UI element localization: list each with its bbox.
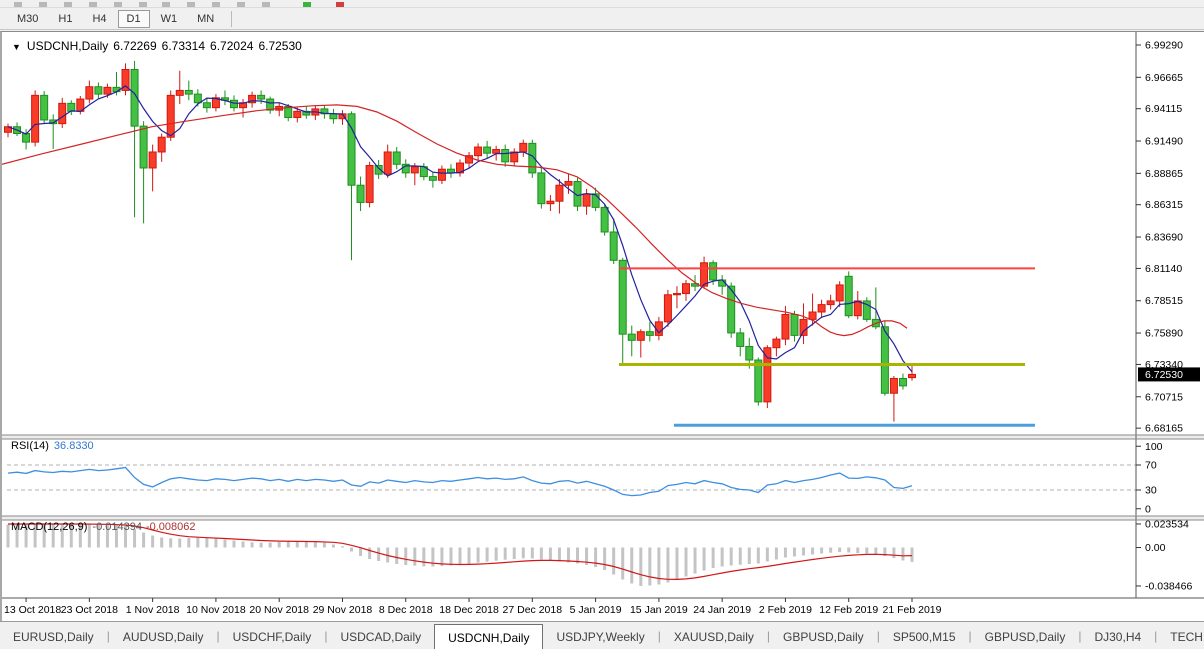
timeframe-button-m30[interactable]: M30 bbox=[17, 12, 39, 25]
macd-indicator-label: MACD(12,26,9) -0.014394 -0.008062 bbox=[11, 521, 196, 533]
rsi-value: 36.8330 bbox=[53, 440, 94, 452]
chart-title: ▼ USDCNH,Daily 6.72269 6.73314 6.72024 6.7253… bbox=[12, 39, 307, 53]
title-symbol: USDCNH,Daily bbox=[26, 39, 109, 53]
macd-signal-line bbox=[8, 523, 913, 581]
svg-text:6.91490: 6.91490 bbox=[1145, 136, 1183, 148]
timeframe-button-d1[interactable]: D1 bbox=[117, 9, 150, 28]
timeframe-button-h1[interactable]: H1 bbox=[58, 12, 73, 25]
macd-name: MACD(12,26,9) bbox=[11, 521, 88, 533]
chart-tab-eurusd-daily[interactable]: EURUSD,Daily bbox=[13, 630, 94, 644]
svg-text:13 Oct 2018: 13 Oct 2018 bbox=[4, 604, 61, 616]
svg-text:10 Nov 2018: 10 Nov 2018 bbox=[186, 604, 246, 616]
title-open: 6.72269 bbox=[113, 39, 157, 53]
toolbar-divider bbox=[231, 10, 233, 27]
svg-text:27 Dec 2018: 27 Dec 2018 bbox=[503, 604, 563, 616]
timeframe-button-mn[interactable]: MN bbox=[197, 12, 215, 25]
svg-text:6.83690: 6.83690 bbox=[1145, 232, 1183, 244]
svg-text:15 Jan 2019: 15 Jan 2019 bbox=[630, 604, 688, 616]
tab-divider: | bbox=[1154, 629, 1158, 643]
chart-tab-usdchf-daily[interactable]: USDCHF,Daily bbox=[232, 630, 312, 644]
tab-divider: | bbox=[1078, 629, 1082, 643]
chart-tab-usdcnh-daily[interactable]: USDCNH,Daily bbox=[434, 624, 544, 649]
svg-text:6.99290: 6.99290 bbox=[1145, 40, 1183, 52]
macd-signal-value: -0.008062 bbox=[145, 521, 196, 533]
timeframe-button-w1[interactable]: W1 bbox=[160, 12, 178, 25]
chart-tab-xauusd-daily[interactable]: XAUUSD,Daily bbox=[673, 630, 754, 644]
chart-tab-dj30-h4[interactable]: DJ30,H4 bbox=[1094, 630, 1142, 644]
svg-text:0.00: 0.00 bbox=[1145, 542, 1166, 554]
timeframe-toolbar: M30 H1 H4 D1 W1 MN bbox=[0, 8, 1204, 30]
ma-slow-line bbox=[2, 104, 908, 337]
tab-divider: | bbox=[324, 629, 328, 643]
svg-text:-0.038466: -0.038466 bbox=[1145, 580, 1192, 592]
tab-divider: | bbox=[968, 629, 972, 643]
tab-divider: | bbox=[216, 629, 220, 643]
candlestick-series bbox=[4, 60, 916, 422]
cut-off-toolbar-icons bbox=[0, 0, 1204, 8]
svg-text:6.94115: 6.94115 bbox=[1145, 103, 1182, 115]
chart-tab-usdcad-daily[interactable]: USDCAD,Daily bbox=[340, 630, 422, 644]
chart-tab-gbpusd-daily[interactable]: GBPUSD,Daily bbox=[984, 630, 1066, 644]
svg-text:24 Jan 2019: 24 Jan 2019 bbox=[693, 604, 751, 616]
current-price-tag bbox=[1138, 367, 1200, 382]
svg-text:6.96665: 6.96665 bbox=[1145, 72, 1183, 84]
svg-text:20 Nov 2018: 20 Nov 2018 bbox=[249, 604, 309, 616]
macd-histogram bbox=[6, 524, 914, 586]
svg-text:1 Nov 2018: 1 Nov 2018 bbox=[126, 604, 180, 616]
chart-canvas[interactable]: 6.99290 6.96665 6.94115 6.91490 6.88865 6.863… bbox=[2, 32, 1204, 621]
svg-text:18 Dec 2018: 18 Dec 2018 bbox=[439, 604, 499, 616]
rsi-line bbox=[7, 466, 913, 497]
svg-text:6.78515: 6.78515 bbox=[1145, 295, 1183, 307]
svg-text:2 Feb 2019: 2 Feb 2019 bbox=[759, 604, 812, 616]
svg-text:6.70715: 6.70715 bbox=[1145, 391, 1183, 403]
rsi-indicator-label: RSI(14) 36.8330 bbox=[11, 440, 94, 452]
chart-window[interactable]: 6.99290 6.96665 6.94115 6.91490 6.88865 6.863… bbox=[0, 31, 1204, 621]
chart-tab-gbpusd-daily[interactable]: GBPUSD,Daily bbox=[783, 630, 864, 644]
svg-text:21 Feb 2019: 21 Feb 2019 bbox=[883, 604, 942, 616]
time-axis[interactable]: 13 Oct 2018 23 Oct 2018 1 Nov 2018 10 Nov 2… bbox=[4, 598, 942, 616]
svg-text:0: 0 bbox=[1145, 503, 1151, 515]
tab-divider: | bbox=[106, 629, 110, 643]
macd-main-value: -0.014394 bbox=[92, 521, 142, 533]
title-high: 6.73314 bbox=[161, 39, 206, 53]
svg-text:70: 70 bbox=[1145, 460, 1157, 472]
title-close: 6.72530 bbox=[258, 39, 302, 53]
svg-text:6.68165: 6.68165 bbox=[1145, 423, 1183, 435]
price-axis[interactable]: 6.99290 6.96665 6.94115 6.91490 6.88865 6.863… bbox=[1136, 40, 1192, 593]
current-price-value: 6.72530 bbox=[1145, 369, 1183, 381]
svg-text:29 Nov 2018: 29 Nov 2018 bbox=[313, 604, 373, 616]
svg-text:12 Feb 2019: 12 Feb 2019 bbox=[819, 604, 878, 616]
chart-tab-sp500-m15[interactable]: SP500,M15 bbox=[892, 630, 956, 644]
svg-text:100: 100 bbox=[1145, 441, 1163, 453]
tab-divider: | bbox=[876, 629, 880, 643]
svg-text:6.88865: 6.88865 bbox=[1145, 168, 1183, 180]
symbol-dropdown-icon[interactable]: ▼ bbox=[12, 42, 21, 52]
tab-divider: | bbox=[766, 629, 770, 643]
svg-text:30: 30 bbox=[1145, 485, 1157, 497]
svg-text:0.023534: 0.023534 bbox=[1145, 518, 1189, 530]
svg-text:5 Jan 2019: 5 Jan 2019 bbox=[570, 604, 622, 616]
title-low: 6.72024 bbox=[210, 39, 254, 53]
ma-fast-line bbox=[7, 85, 913, 373]
chart-tab-usdjpy-weekly[interactable]: USDJPY,Weekly bbox=[556, 630, 645, 644]
timeframe-button-h4[interactable]: H4 bbox=[92, 12, 107, 25]
svg-text:8 Dec 2018: 8 Dec 2018 bbox=[379, 604, 433, 616]
svg-text:6.86315: 6.86315 bbox=[1145, 199, 1183, 211]
chart-tab-tech100-[interactable]: TECH100, bbox=[1170, 630, 1204, 644]
svg-text:23 Oct 2018: 23 Oct 2018 bbox=[61, 604, 118, 616]
tab-divider: | bbox=[657, 629, 661, 643]
svg-text:6.81140: 6.81140 bbox=[1145, 263, 1182, 275]
svg-text:6.75890: 6.75890 bbox=[1145, 328, 1183, 340]
rsi-name: RSI(14) bbox=[11, 440, 49, 452]
chart-tab-bar: EURUSD,Daily | AUDUSD,Daily | USDCHF,Daily | U… bbox=[0, 621, 1204, 649]
chart-tab-audusd-daily[interactable]: AUDUSD,Daily bbox=[122, 630, 204, 644]
